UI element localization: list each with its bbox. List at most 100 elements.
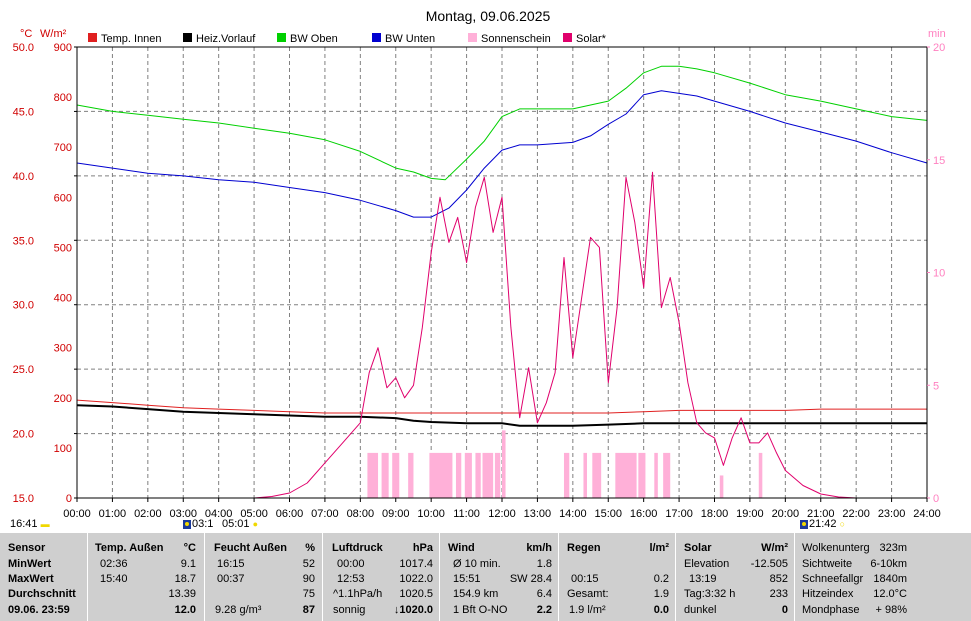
sunshine-bar [482,452,494,498]
solar-max-value: 852 [769,573,788,585]
solar-day-length: Tag:3:32 h [684,588,736,600]
sunshine-bar [367,452,379,498]
x-tick-label: 19:00 [736,508,764,520]
sunshine-bar [381,452,389,498]
wind-header: Wind [448,542,475,554]
legend-swatch-temp-innen [88,33,97,42]
pressure-header: Luftdruck [332,542,383,554]
sunshine-bar [719,475,724,498]
sun-icon: ▬ [40,519,50,530]
temp-tick-label: 35.0 [13,235,34,247]
sunshine-bar [502,430,506,498]
humidity-unit: % [305,542,315,554]
sunrise-marker: 16:41 ▬ [10,518,50,530]
extra-value-snowline: 1840m [873,573,907,585]
wind-avg-label: Ø 10 min. [453,558,501,570]
legend-swatch-heiz-vorlauf [183,33,192,42]
x-tick-label: 08:00 [347,508,375,520]
x-tick-label: 09:00 [382,508,410,520]
x-tick-label: 13:00 [524,508,552,520]
extra-label-visibility: Sichtweite [802,558,853,570]
pressure-min-value: 1017.4 [399,558,433,570]
rain-header: Regen [567,542,601,554]
legend-swatch-solar [563,33,572,42]
chart-legend: Temp. Innen Heiz.Vorlauf BW Oben BW Unten So… [88,33,607,45]
x-tick-label: 22:00 [842,508,870,520]
temp-current-value: 12.0 [174,604,196,616]
sensor-column: Sensor MinWert MaxWert Durchschnitt 09.0… [0,533,88,621]
pressure-avg-value: 1020.5 [399,588,433,600]
x-tick-label: 01:00 [99,508,127,520]
rain-total-label: Gesamt: [567,588,609,600]
chart-series [76,65,928,499]
pressure-max-value: 1022.0 [399,573,433,585]
x-tick-label: 20:00 [772,508,800,520]
rain-total-current: 1.9 l/m² [569,604,606,616]
regen-column: Regen l/m² 00:15 Gesamt: 0.2 1.9 1.9 l/m… [559,533,676,621]
minutes-tick-label: 15 [933,155,945,167]
sunshine-bars [367,430,763,498]
extra-label-moonphase: Mondphase [802,604,860,616]
sunrise-time: 16:41 [10,518,38,530]
chart-title: Montag, 09.06.2025 [426,8,551,24]
sunshine-bar [663,452,671,498]
solar-header: Solar [684,542,712,554]
twilight-time: 05:01 [222,518,250,530]
temp-tick-label: 30.0 [13,300,34,312]
legend-label-temp-innen: Temp. Innen [101,33,162,45]
series-line-solar [254,171,857,499]
pressure-current-value: ↓1020.0 [393,604,433,616]
weather-chart: Montag, 09.06.2025 °C W/m² min Temp. Inn… [13,8,946,520]
temp-max-time: 15:40 [100,573,128,585]
series-line-bw-unten [76,90,928,218]
extra-label-cloud: Wolkenunterg [802,542,870,554]
sun-small-icon: ● [252,519,259,530]
solar-tick-label: 0 [66,493,72,505]
wind-max-time: 15:51 [453,573,481,585]
temp-max-value: 18.7 [174,573,196,585]
sunshine-bar [615,452,637,498]
sunshine-bar [583,452,587,498]
solar-current-value: 0 [781,604,788,616]
x-tick-label: 03:00 [169,508,197,520]
chart-grid [77,47,927,498]
weather-forecast: sonnig [333,604,366,616]
temp-aussen-column: Temp. Außen °C 02:36 15:40 9.1 18.7 13.3… [88,533,205,621]
sunshine-bar [758,452,763,498]
x-tick-label: 00:00 [63,508,91,520]
legend-label-sonnenschein: Sonnenschein [481,33,551,45]
extra-value-heatindex: 12.0°C [873,588,907,600]
wind-max-value: SW 28.4 [509,573,552,585]
x-tick-label: 18:00 [701,508,729,520]
row-label-current: 09.06. 23:59 [8,604,70,616]
moon-icon [183,519,191,529]
x-tick-label: 10:00 [417,508,445,520]
minutes-tick-label: 5 [933,380,939,392]
solar-tick-label: 200 [54,393,72,405]
sunshine-bar [392,452,400,498]
moonrise-time: 03:1 [192,518,214,530]
solar-elevation-value: -12.505 [750,558,788,570]
sunshine-bar [494,452,501,498]
absolute-humidity: 9.28 g/m³ [215,604,262,616]
legend-swatch-sonnenschein [468,33,477,42]
x-tick-label: 06:00 [276,508,304,520]
sunshine-bar [429,452,453,498]
solar-unit-label: W/m² [40,28,67,40]
x-tick-label: 04:00 [205,508,233,520]
temp-min-value: 9.1 [180,558,196,570]
sunshine-bar [475,452,481,498]
solar-tick-label: 800 [54,92,72,104]
row-label-min: MinWert [8,558,52,570]
temp-avg-value: 13.39 [168,588,196,600]
extra-value-visibility: 6-10km [870,558,907,570]
solar-tick-label: 600 [54,192,72,204]
humidity-header: Feucht Außen [214,542,287,554]
sunshine-bar [408,452,414,498]
rain-current-value: 0.0 [653,604,669,616]
rain-unit: l/m² [649,542,669,554]
wind-unit: km/h [526,542,552,554]
sunshine-bar [638,452,646,498]
solar-tick-label: 400 [54,293,72,305]
x-tick-label: 23:00 [878,508,906,520]
